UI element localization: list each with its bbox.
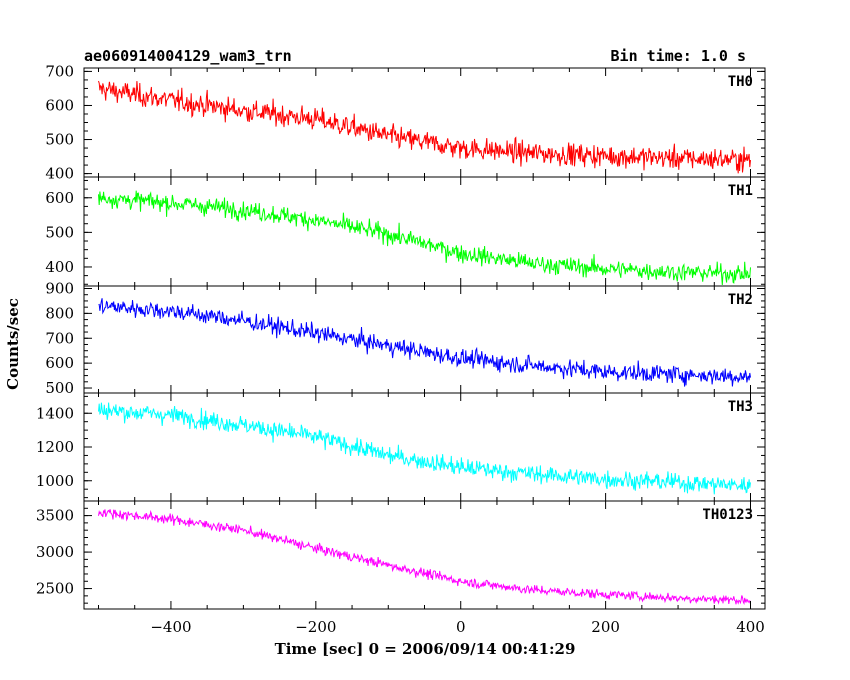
panel-label: TH0 bbox=[728, 74, 753, 90]
panel-frame bbox=[83, 285, 766, 394]
series-line-th0 bbox=[98, 80, 751, 174]
y-tick-label: 700 bbox=[45, 62, 74, 80]
y-tick-label: 500 bbox=[45, 131, 74, 149]
y-tick-label: 900 bbox=[45, 279, 74, 297]
series-line-th1 bbox=[98, 190, 751, 286]
series-line-th0123 bbox=[98, 509, 751, 606]
y-tick-label: 400 bbox=[45, 165, 74, 183]
y-tick-label: 700 bbox=[45, 329, 74, 347]
panel-frame bbox=[83, 500, 766, 610]
panel-frame bbox=[83, 392, 766, 502]
panel-label: TH1 bbox=[728, 183, 753, 199]
y-tick-label: 600 bbox=[45, 354, 74, 372]
y-tick-label: 500 bbox=[45, 223, 74, 241]
y-tick-label: 3500 bbox=[36, 507, 74, 525]
x-tick-label: 0 bbox=[456, 618, 466, 636]
y-tick-label: 400 bbox=[45, 258, 74, 276]
panel-th0: TH0 400 500 600 700 bbox=[45, 62, 766, 183]
panel-label: TH2 bbox=[728, 292, 753, 308]
x-tick-label: 200 bbox=[591, 618, 620, 636]
y-tick-label: 1000 bbox=[36, 472, 74, 490]
y-tick-label: 1400 bbox=[36, 404, 74, 422]
panel-th0123: TH0123 2500 3000 3500 bbox=[36, 500, 766, 610]
y-tick-label: 600 bbox=[45, 189, 74, 207]
y-axis-title: Counts/sec bbox=[4, 298, 22, 390]
panel-th3: TH3 1000 1200 1400 bbox=[36, 392, 766, 502]
y-tick-label: 1200 bbox=[36, 438, 74, 456]
x-axis-title: Time [sec] 0 = 2006/09/14 00:41:29 bbox=[275, 640, 576, 658]
chart-title: ae060914004129_wam3_trn bbox=[84, 47, 292, 65]
panel-label: TH0123 bbox=[702, 507, 753, 523]
y-tick-label: 800 bbox=[45, 304, 74, 322]
panels-group: TH0 400 500 600 700 TH1 400 500 600 TH2 500 600 700 8… bbox=[36, 62, 766, 636]
y-tick-label: 600 bbox=[45, 96, 74, 114]
panel-th2: TH2 500 600 700 800 900 bbox=[45, 279, 766, 397]
y-tick-label: 500 bbox=[45, 379, 74, 397]
y-tick-label: 3000 bbox=[36, 543, 74, 561]
x-tick-label: 400 bbox=[736, 618, 765, 636]
series-line-th3 bbox=[98, 402, 751, 495]
y-tick-label: 2500 bbox=[36, 580, 74, 598]
panel-th1: TH1 400 500 600 bbox=[45, 176, 766, 287]
series-line-th2 bbox=[98, 298, 751, 387]
panel-label: TH3 bbox=[728, 399, 753, 415]
x-tick-label: −400 bbox=[150, 618, 191, 636]
bin-time-label: Bin time: 1.0 s bbox=[611, 47, 746, 65]
x-tick-label: −200 bbox=[295, 618, 336, 636]
